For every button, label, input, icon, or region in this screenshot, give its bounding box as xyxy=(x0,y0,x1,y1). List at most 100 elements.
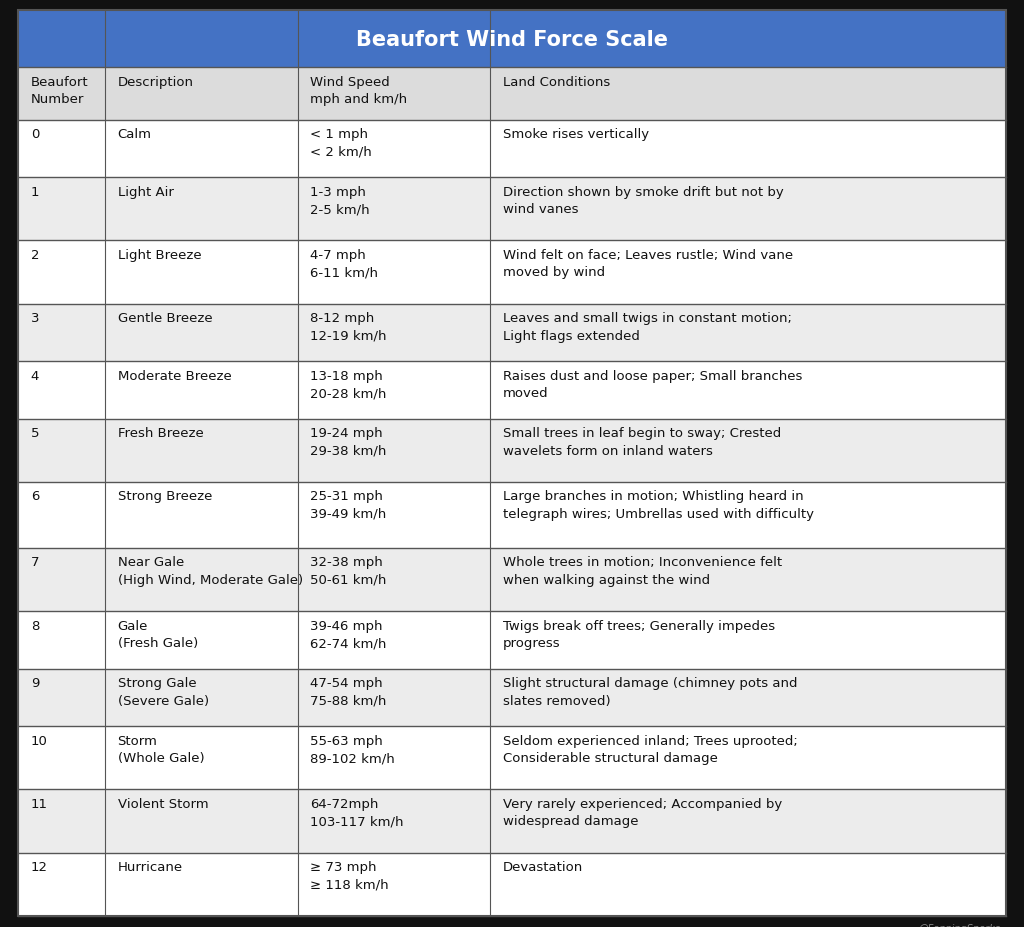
Text: 32-38 mph
50-61 km/h: 32-38 mph 50-61 km/h xyxy=(310,556,386,586)
Bar xyxy=(105,669,298,727)
Text: Direction shown by smoke drift but not by
wind vanes: Direction shown by smoke drift but not b… xyxy=(503,185,783,216)
Text: Very rarely experienced; Accompanied by
widespread damage: Very rarely experienced; Accompanied by … xyxy=(503,797,781,828)
Text: 2: 2 xyxy=(31,248,39,261)
Text: Beaufort Wind Force Scale: Beaufort Wind Force Scale xyxy=(356,30,668,50)
Bar xyxy=(298,612,490,669)
Text: 12: 12 xyxy=(31,860,48,873)
Text: Wind Speed
mph and km/h: Wind Speed mph and km/h xyxy=(310,75,408,106)
Bar xyxy=(490,549,1006,612)
Bar xyxy=(105,304,298,362)
Text: Moderate Breeze: Moderate Breeze xyxy=(118,369,231,382)
Text: Raises dust and loose paper; Small branches
moved: Raises dust and loose paper; Small branc… xyxy=(503,369,802,400)
Text: 13-18 mph
20-28 km/h: 13-18 mph 20-28 km/h xyxy=(310,369,386,400)
Text: Whole trees in motion; Inconvenience felt
when walking against the wind: Whole trees in motion; Inconvenience fel… xyxy=(503,556,781,586)
Bar xyxy=(105,362,298,419)
Text: 55-63 mph
89-102 km/h: 55-63 mph 89-102 km/h xyxy=(310,734,395,764)
Bar xyxy=(298,304,490,362)
Text: 8: 8 xyxy=(31,619,39,632)
Text: 4-7 mph
6-11 km/h: 4-7 mph 6-11 km/h xyxy=(310,248,378,279)
Bar xyxy=(298,178,490,241)
Text: 4: 4 xyxy=(31,369,39,382)
Bar xyxy=(105,482,298,549)
Bar xyxy=(105,241,298,304)
Text: Land Conditions: Land Conditions xyxy=(503,75,610,88)
Text: Gale
(Fresh Gale): Gale (Fresh Gale) xyxy=(118,619,198,650)
Bar xyxy=(298,482,490,549)
Text: Fresh Breeze: Fresh Breeze xyxy=(118,426,204,439)
Bar xyxy=(490,68,1006,121)
Bar xyxy=(18,11,1006,68)
Bar xyxy=(105,727,298,790)
Text: Gentle Breeze: Gentle Breeze xyxy=(118,311,212,324)
Text: Beaufort
Number: Beaufort Number xyxy=(31,75,88,106)
Text: Strong Gale
(Severe Gale): Strong Gale (Severe Gale) xyxy=(118,677,209,707)
Text: @FanningSparks: @FanningSparks xyxy=(919,923,1000,927)
Text: Seldom experienced inland; Trees uprooted;
Considerable structural damage: Seldom experienced inland; Trees uproote… xyxy=(503,734,798,764)
Bar xyxy=(18,304,105,362)
Text: Violent Storm: Violent Storm xyxy=(118,797,208,810)
Bar xyxy=(105,790,298,853)
Text: 10: 10 xyxy=(31,734,47,747)
Bar xyxy=(105,419,298,482)
Bar xyxy=(105,612,298,669)
Text: 8-12 mph
12-19 km/h: 8-12 mph 12-19 km/h xyxy=(310,311,387,342)
Text: Strong Breeze: Strong Breeze xyxy=(118,489,212,502)
Bar xyxy=(490,482,1006,549)
Text: Devastation: Devastation xyxy=(503,860,583,873)
Text: 39-46 mph
62-74 km/h: 39-46 mph 62-74 km/h xyxy=(310,619,386,650)
Text: 19-24 mph
29-38 km/h: 19-24 mph 29-38 km/h xyxy=(310,426,386,457)
Bar xyxy=(105,121,298,178)
Text: Hurricane: Hurricane xyxy=(118,860,182,873)
Text: Smoke rises vertically: Smoke rises vertically xyxy=(503,128,648,141)
Text: Slight structural damage (chimney pots and
slates removed): Slight structural damage (chimney pots a… xyxy=(503,677,797,707)
Text: 7: 7 xyxy=(31,556,39,569)
Bar xyxy=(18,241,105,304)
Bar xyxy=(298,549,490,612)
Bar xyxy=(18,669,105,727)
Bar xyxy=(298,669,490,727)
Bar xyxy=(490,304,1006,362)
Text: < 1 mph
< 2 km/h: < 1 mph < 2 km/h xyxy=(310,128,372,159)
Bar xyxy=(18,727,105,790)
Bar xyxy=(490,362,1006,419)
Bar xyxy=(18,790,105,853)
Text: 11: 11 xyxy=(31,797,48,810)
Bar xyxy=(18,362,105,419)
Bar xyxy=(298,121,490,178)
Bar xyxy=(490,790,1006,853)
Text: Leaves and small twigs in constant motion;
Light flags extended: Leaves and small twigs in constant motio… xyxy=(503,311,792,342)
Bar xyxy=(298,241,490,304)
Text: Light Breeze: Light Breeze xyxy=(118,248,201,261)
Text: Description: Description xyxy=(118,75,194,88)
Text: 9: 9 xyxy=(31,677,39,690)
Bar xyxy=(298,853,490,916)
Bar xyxy=(490,669,1006,727)
Bar xyxy=(490,727,1006,790)
Text: 47-54 mph
75-88 km/h: 47-54 mph 75-88 km/h xyxy=(310,677,386,707)
Bar xyxy=(18,178,105,241)
Text: Calm: Calm xyxy=(118,128,152,141)
Text: Twigs break off trees; Generally impedes
progress: Twigs break off trees; Generally impedes… xyxy=(503,619,775,650)
Bar xyxy=(298,419,490,482)
Bar xyxy=(490,241,1006,304)
Bar xyxy=(105,178,298,241)
Bar xyxy=(18,121,105,178)
Bar xyxy=(18,549,105,612)
Text: 1-3 mph
2-5 km/h: 1-3 mph 2-5 km/h xyxy=(310,185,370,216)
Bar xyxy=(105,68,298,121)
Text: 25-31 mph
39-49 km/h: 25-31 mph 39-49 km/h xyxy=(310,489,386,520)
Text: Light Air: Light Air xyxy=(118,185,173,198)
Text: 3: 3 xyxy=(31,311,39,324)
Bar xyxy=(18,68,105,121)
Text: Wind felt on face; Leaves rustle; Wind vane
moved by wind: Wind felt on face; Leaves rustle; Wind v… xyxy=(503,248,793,279)
Bar xyxy=(298,68,490,121)
Text: 1: 1 xyxy=(31,185,39,198)
Text: Near Gale
(High Wind, Moderate Gale): Near Gale (High Wind, Moderate Gale) xyxy=(118,556,303,586)
Text: 5: 5 xyxy=(31,426,39,439)
Bar xyxy=(298,362,490,419)
Text: 6: 6 xyxy=(31,489,39,502)
Text: 0: 0 xyxy=(31,128,39,141)
Text: Storm
(Whole Gale): Storm (Whole Gale) xyxy=(118,734,204,764)
Text: 64-72mph
103-117 km/h: 64-72mph 103-117 km/h xyxy=(310,797,403,828)
Text: Small trees in leaf begin to sway; Crested
wavelets form on inland waters: Small trees in leaf begin to sway; Crest… xyxy=(503,426,781,457)
